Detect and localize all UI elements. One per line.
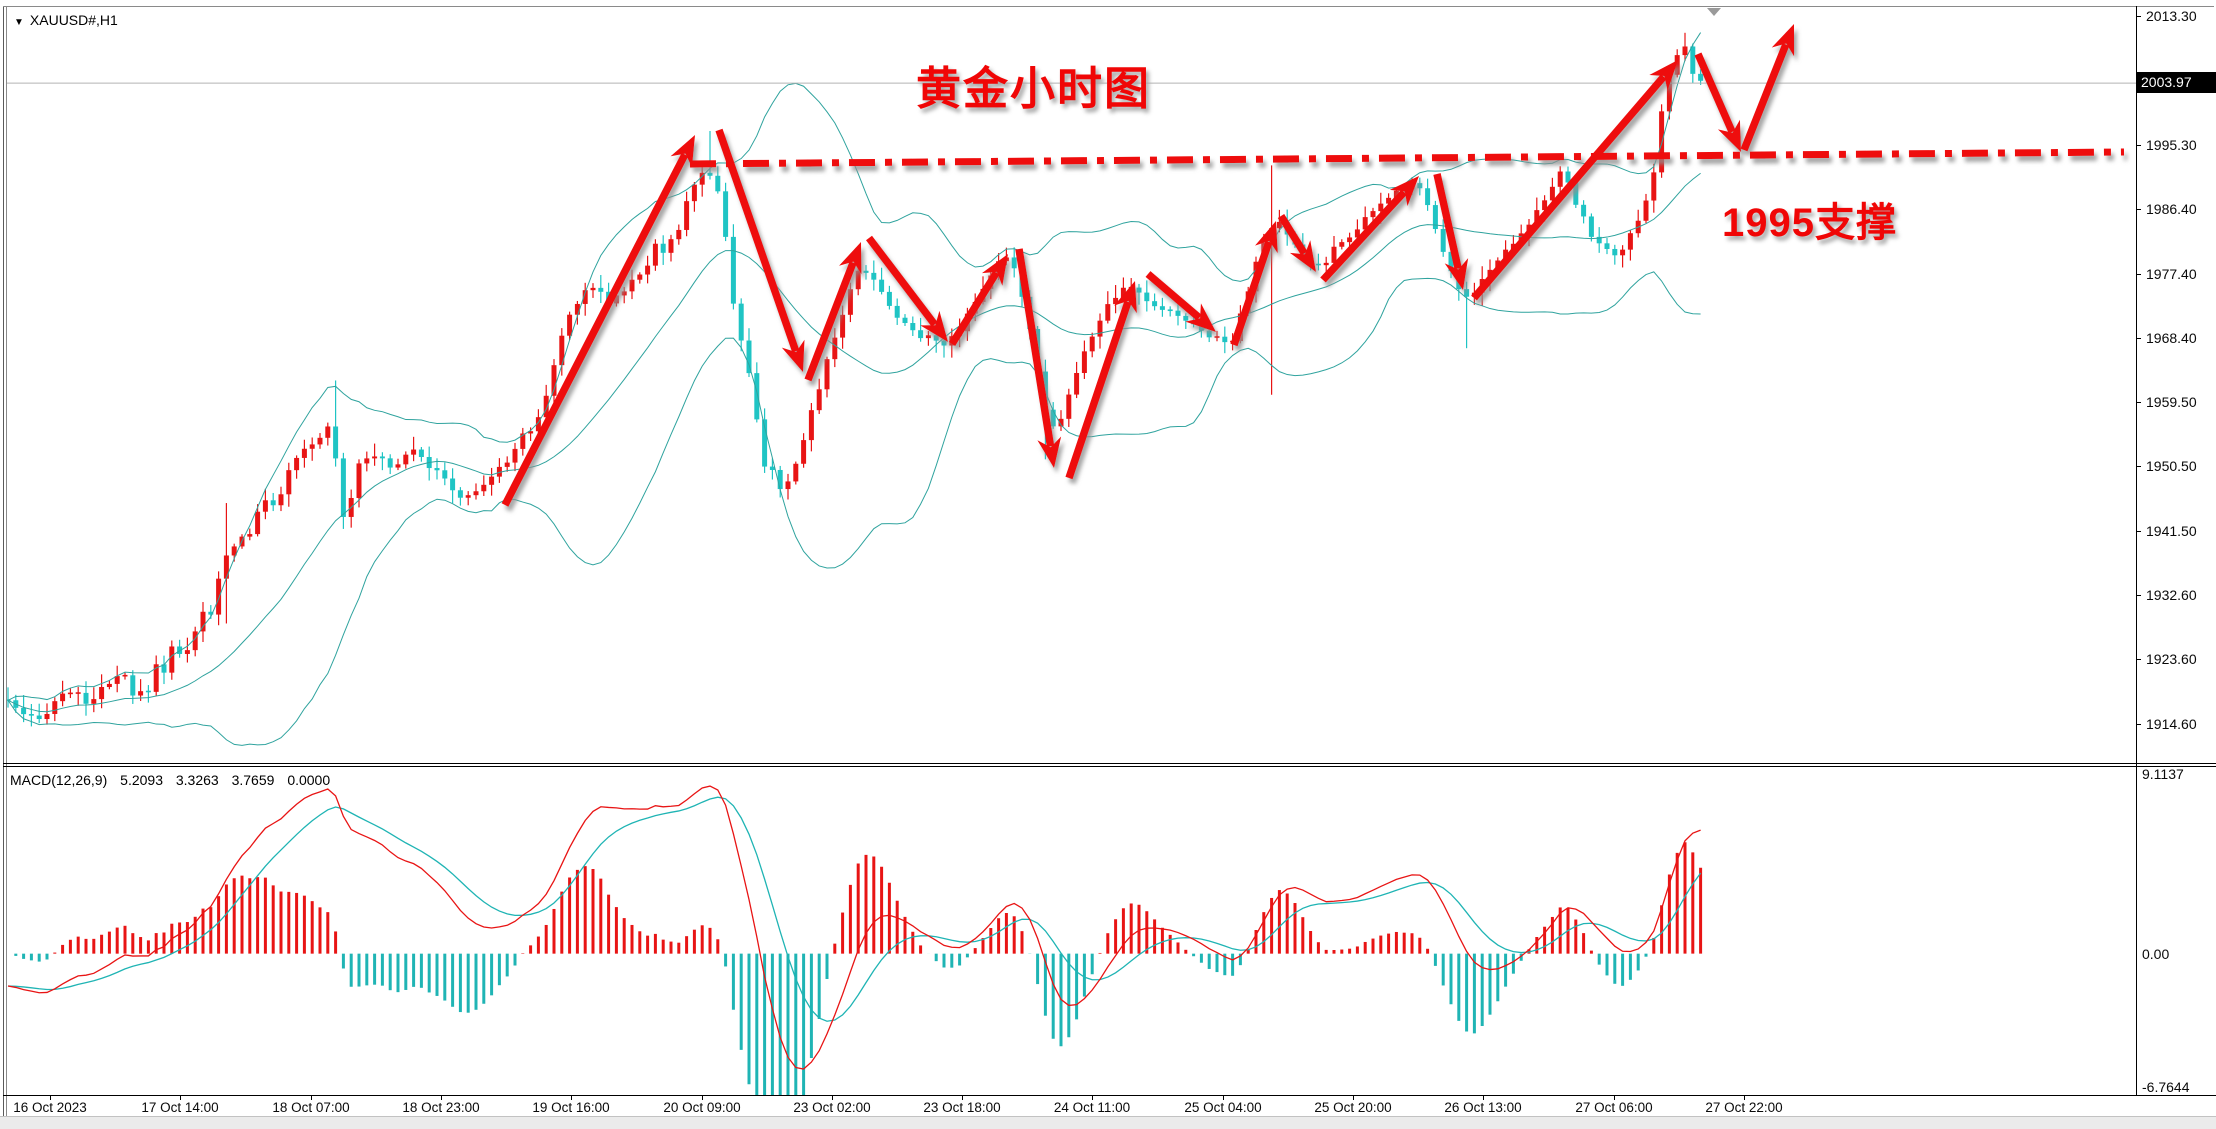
macd-bottom-border xyxy=(3,1095,2216,1096)
price-tick-mark xyxy=(2136,145,2141,146)
time-tick-label: 26 Oct 13:00 xyxy=(1444,1100,1522,1115)
down-arrow-annotation xyxy=(920,310,948,342)
price-tick-label: 1977.40 xyxy=(2146,266,2197,282)
bottom-strip xyxy=(0,1116,2216,1129)
down-arrow-annotation xyxy=(1185,303,1216,332)
price-tick-label: 1914.60 xyxy=(2146,716,2197,732)
up-arrow-annotation xyxy=(1114,281,1137,314)
time-tick-mark xyxy=(50,1096,51,1100)
annotation-support-text: 1995支撑 xyxy=(1722,201,1897,245)
price-tick-mark xyxy=(2136,209,2141,210)
down-arrow-annotation xyxy=(781,339,805,372)
time-tick-label: 27 Oct 06:00 xyxy=(1575,1100,1653,1115)
annotation-title-text: 黄金小时图 xyxy=(916,63,1152,114)
price-tick-label: 1923.60 xyxy=(2146,651,2197,667)
price-tick-label: 1968.40 xyxy=(2146,330,2197,346)
macd-dea-line xyxy=(7,796,1702,1022)
time-tick-mark xyxy=(962,1096,963,1100)
time-tick-label: 16 Oct 2023 xyxy=(13,1100,87,1115)
price-tick-mark xyxy=(2136,402,2141,403)
down-arrow-annotation xyxy=(1037,436,1062,468)
price-tick-label: 1995.30 xyxy=(2146,137,2197,153)
up-arrow-annotation xyxy=(1649,60,1678,91)
bollinger-bands xyxy=(7,32,1702,746)
time-tick-label: 18 Oct 07:00 xyxy=(272,1100,350,1115)
macd-histogram xyxy=(14,842,1703,1095)
time-tick-label: 27 Oct 22:00 xyxy=(1705,1100,1783,1115)
macd-indicator-label: MACD(12,26,9) 5.2093 3.3263 3.7659 0.000… xyxy=(10,772,339,788)
time-tick-label: 19 Oct 16:00 xyxy=(532,1100,610,1115)
price-tick-label: 1941.50 xyxy=(2146,523,2197,539)
time-tick-label: 25 Oct 04:00 xyxy=(1184,1100,1262,1115)
time-tick-mark xyxy=(1092,1096,1093,1100)
price-tick-mark xyxy=(2136,466,2141,467)
main-chart-canvas[interactable] xyxy=(0,0,2216,772)
price-tick-label: 2013.30 xyxy=(2146,8,2197,24)
time-tick-label: 25 Oct 20:00 xyxy=(1314,1100,1392,1115)
up-arrow-annotation xyxy=(1389,176,1419,207)
pane-left-border xyxy=(6,6,7,1116)
time-tick-mark xyxy=(311,1096,312,1100)
price-tick-label: 1959.50 xyxy=(2146,394,2197,410)
macd-tick-label: -6.7644 xyxy=(2142,1079,2190,1095)
axis-border xyxy=(2136,6,2137,1096)
price-tick-mark xyxy=(2136,274,2141,275)
time-tick-mark xyxy=(1483,1096,1484,1100)
symbol-title[interactable]: ▼ XAUUSD#,H1 xyxy=(14,12,118,28)
time-tick-label: 24 Oct 11:00 xyxy=(1053,1100,1131,1115)
macd-value-zero: 0.0000 xyxy=(287,772,331,788)
time-tick-label: 20 Oct 09:00 xyxy=(663,1100,741,1115)
pane-divider-1 xyxy=(3,763,2216,764)
time-tick-mark xyxy=(571,1096,572,1100)
time-tick-mark xyxy=(702,1096,703,1100)
time-tick-mark xyxy=(1744,1096,1745,1100)
time-tick-mark xyxy=(832,1096,833,1100)
support-dashdot-line xyxy=(689,148,2125,168)
time-tick-mark xyxy=(1614,1096,1615,1100)
macd-name: MACD(12,26,9) xyxy=(10,772,108,788)
time-tick-label: 17 Oct 14:00 xyxy=(141,1100,219,1115)
price-tick-mark xyxy=(2136,595,2141,596)
price-tick-mark xyxy=(2136,724,2141,725)
down-arrow-annotation xyxy=(1444,258,1469,290)
annotation-arrows xyxy=(501,24,2125,507)
price-tick-mark xyxy=(2136,16,2141,17)
up-arrow-annotation xyxy=(1255,221,1278,254)
time-tick-label: 23 Oct 02:00 xyxy=(793,1100,871,1115)
up-arrow-annotation xyxy=(839,242,862,275)
macd-tick-label: 9.1137 xyxy=(2142,766,2184,782)
up-arrow-annotation xyxy=(981,254,1008,286)
price-tick-mark xyxy=(2136,338,2141,339)
macd-panel-canvas[interactable] xyxy=(0,766,2216,1110)
price-tick-label: 1986.40 xyxy=(2146,201,2197,217)
price-tick-label: 1950.50 xyxy=(2146,458,2197,474)
down-arrow-annotation xyxy=(1289,240,1316,272)
time-tick-mark xyxy=(1223,1096,1224,1100)
up-arrow-annotation xyxy=(670,135,695,168)
chart-shift-marker-icon xyxy=(1707,8,1721,16)
macd-tick-label: 0.00 xyxy=(2142,946,2170,962)
price-tick-mark xyxy=(2136,531,2141,532)
symbol-title-label: XAUUSD#,H1 xyxy=(29,12,118,28)
macd-lines xyxy=(7,785,1702,1070)
time-tick-mark xyxy=(441,1096,442,1100)
pane-divider-2 xyxy=(3,766,2216,767)
time-tick-mark xyxy=(180,1096,181,1100)
macd-dif-line xyxy=(7,785,1701,1070)
time-tick-mark xyxy=(1353,1096,1354,1100)
down-arrow-annotation xyxy=(1717,119,1741,152)
macd-value-dea: 3.3263 xyxy=(175,772,219,788)
macd-value-hist: 3.7659 xyxy=(231,772,275,788)
time-tick-label: 18 Oct 23:00 xyxy=(402,1100,480,1115)
macd-value-dif: 5.2093 xyxy=(120,772,163,788)
price-tick-label: 1932.60 xyxy=(2146,587,2197,603)
current-price-badge: 2003.97 xyxy=(2136,72,2216,93)
window-left-border xyxy=(3,6,4,1116)
price-tick-mark xyxy=(2136,659,2141,660)
up-arrow-annotation xyxy=(1771,24,1795,57)
window-top-border xyxy=(3,6,2214,7)
symbol-dropdown-icon: ▼ xyxy=(14,17,24,28)
time-tick-label: 23 Oct 18:00 xyxy=(923,1100,1001,1115)
